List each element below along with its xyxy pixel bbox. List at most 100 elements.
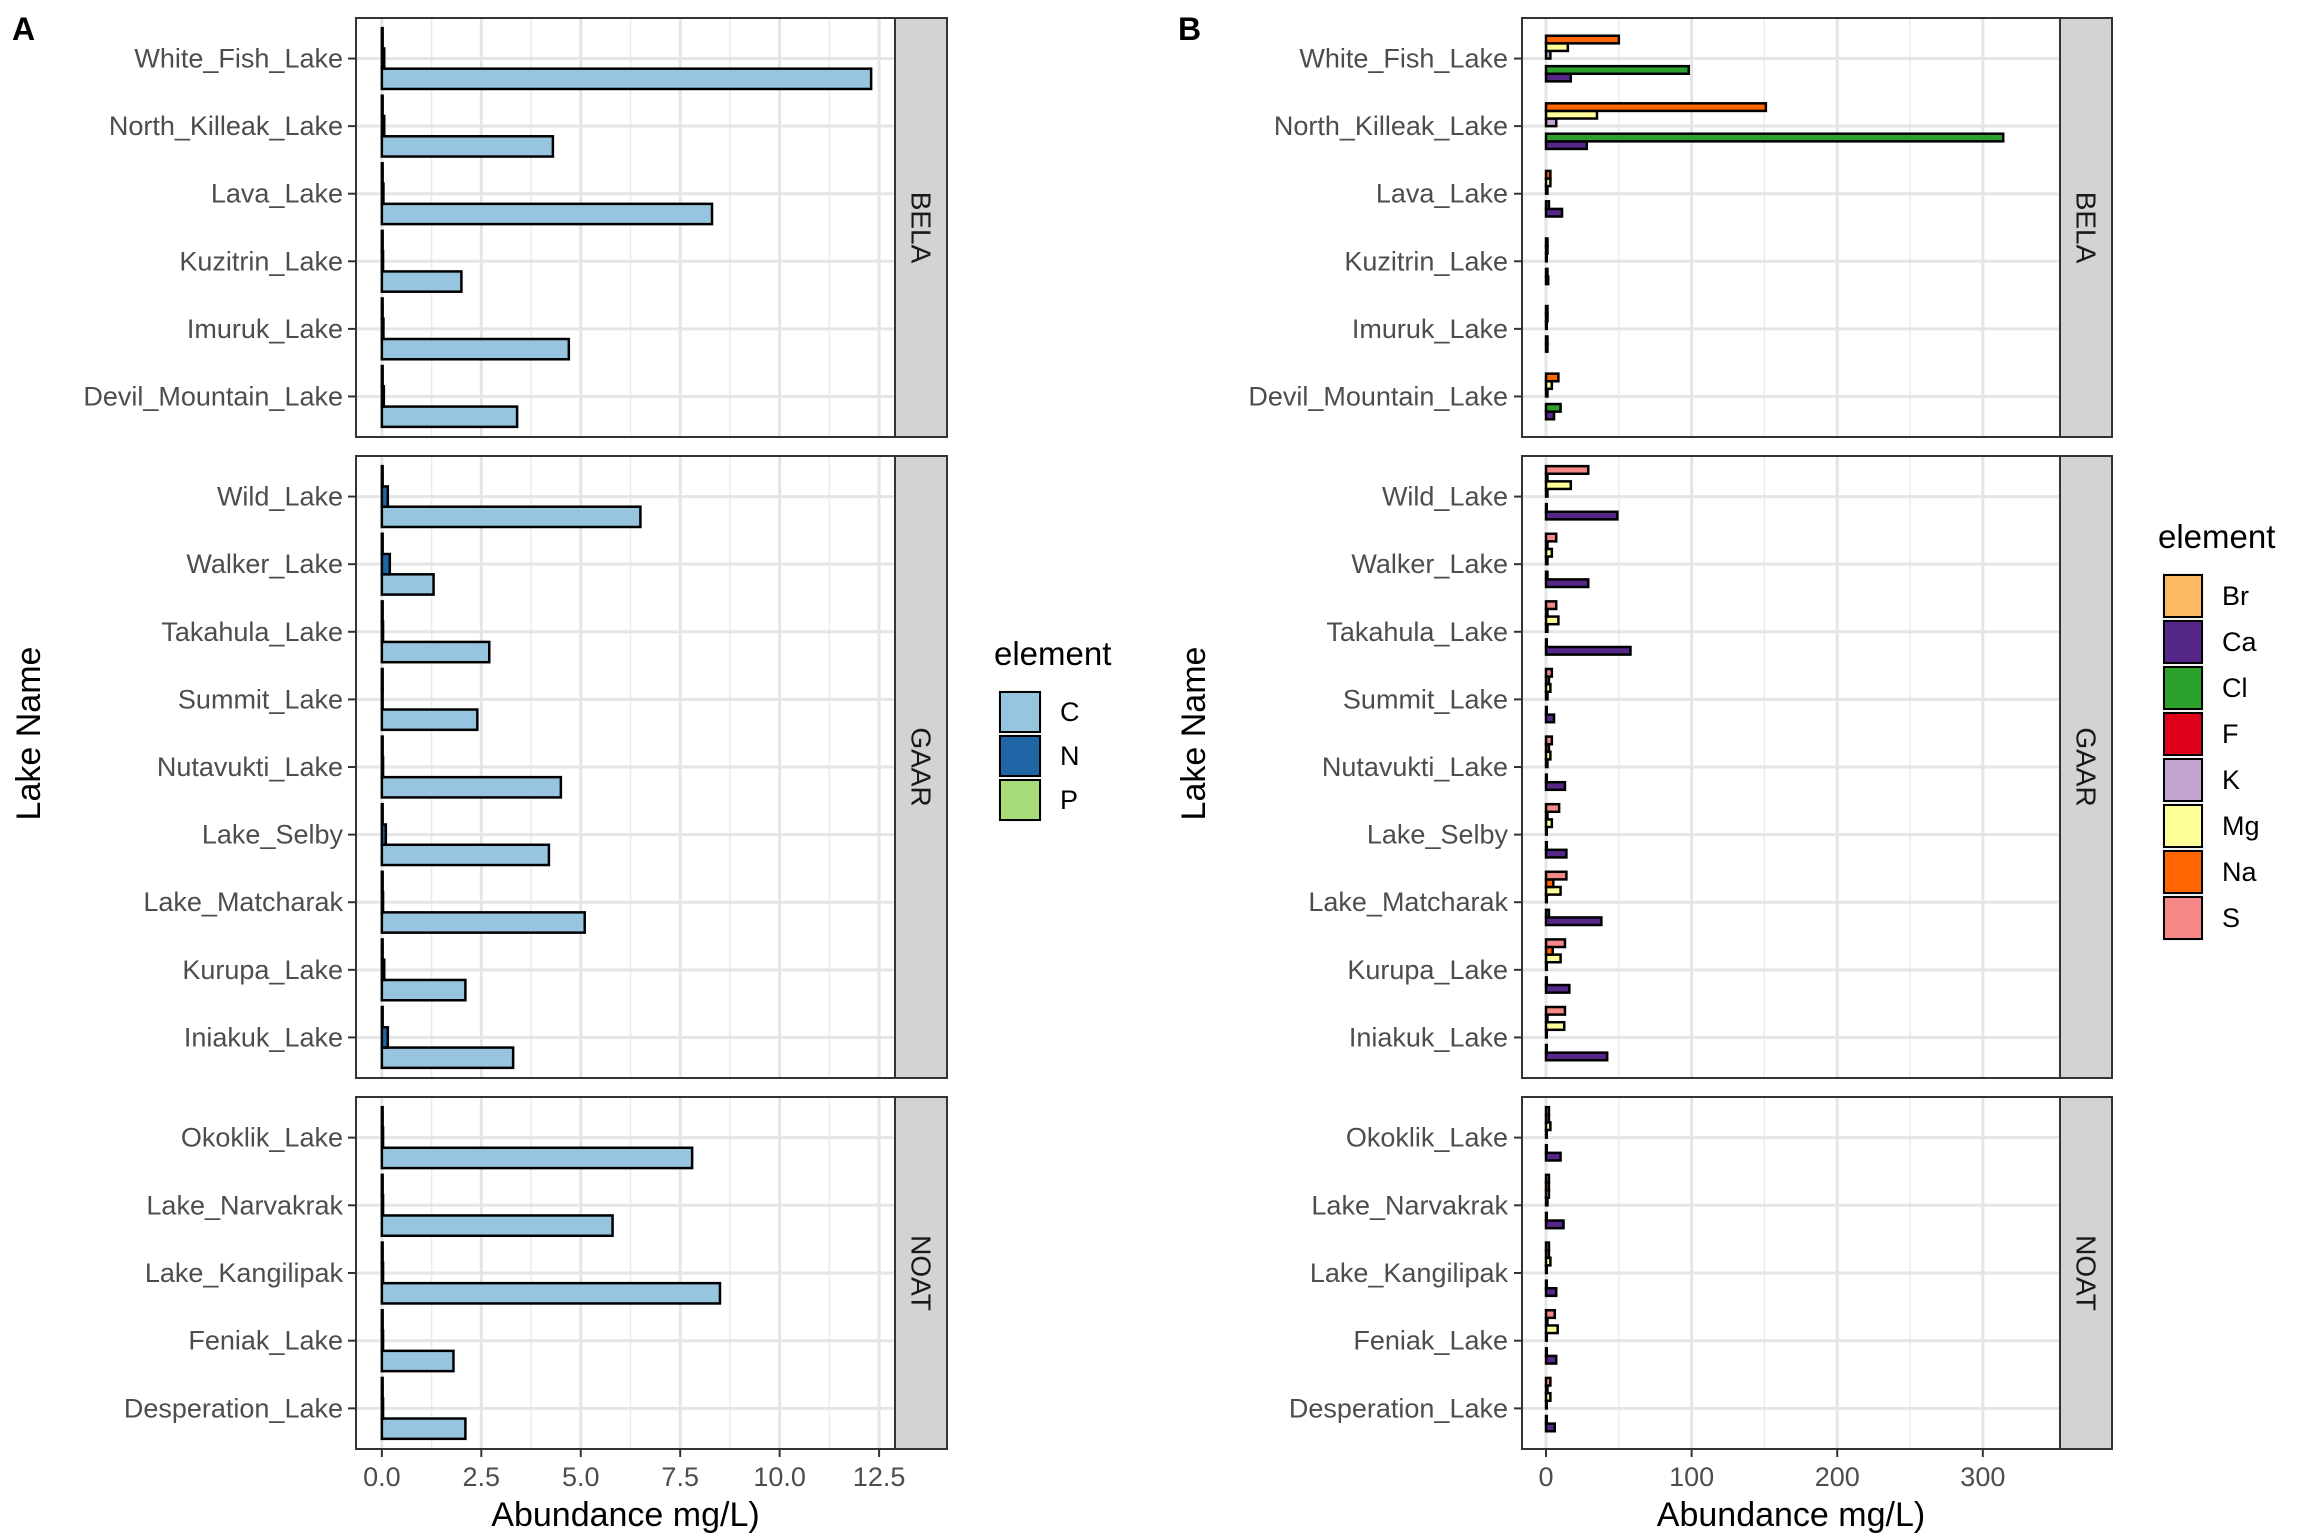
bar-C	[380, 1281, 722, 1305]
y-tick-label: Walker_Lake	[1351, 549, 1508, 579]
x-tick-label: 7.5	[661, 1462, 699, 1492]
bar-Cl	[1544, 976, 1549, 987]
y-tick-label: Imuruk_Lake	[1352, 314, 1508, 344]
legend-swatch-C	[999, 691, 1041, 733]
facet-strip-label: NOAT	[2071, 1235, 2102, 1311]
legend-swatch-S	[2163, 896, 2203, 940]
bar-P	[380, 600, 384, 623]
bar-C	[380, 911, 586, 934]
bar-N	[380, 1126, 385, 1150]
bar-P	[380, 297, 384, 320]
x-tick-label: 100	[1669, 1462, 1714, 1492]
bar-Cl	[1544, 840, 1549, 852]
bar-S	[1544, 1173, 1551, 1184]
legend-title: element	[994, 635, 1111, 672]
bar-S	[1544, 600, 1558, 611]
bar-N	[380, 385, 386, 408]
facet-NOAT: Desperation_Lake Feniak_Lake Lake_Kangilip…	[1289, 1096, 2113, 1450]
bar-S	[1544, 870, 1568, 881]
y-tick-label: Devil_Mountain_Lake	[1248, 381, 1508, 411]
x-axis-title: Abundance mg/L)	[1657, 1496, 1925, 1534]
bar-P	[380, 735, 384, 759]
bar-N	[380, 1193, 385, 1217]
bar-Ca	[1544, 916, 1603, 927]
y-tick-label: Walker_Lake	[186, 549, 343, 579]
bar-N	[380, 249, 385, 273]
bar-P	[380, 1376, 384, 1400]
bar-Mg	[1544, 1020, 1566, 1032]
facet-strip-label: BELA	[2071, 192, 2102, 264]
bar-Cl	[1544, 705, 1549, 716]
y-tick-label: Lake_Matcharak	[143, 887, 343, 917]
legend-swatch-Na	[2163, 850, 2203, 894]
bar-C	[380, 270, 463, 293]
y-axis-title: Lake Name	[10, 647, 48, 821]
bar-Cl	[1544, 502, 1549, 514]
panel-A: A Devil_Mountain_Lake Imuruk_Lake Kuzitrin_…	[10, 11, 1111, 1534]
facet-BELA: Devil_Mountain_Lake Imuruk_Lake Kuzitrin_L…	[83, 17, 948, 438]
x-tick-label: 0	[1539, 1462, 1554, 1492]
legend-label: F	[2222, 719, 2239, 749]
y-tick-label: Lake_Narvakrak	[1311, 1190, 1508, 1220]
bar-N	[380, 1026, 390, 1049]
bar-Ca	[1544, 1151, 1562, 1162]
y-tick-label: Wild_Lake	[217, 482, 343, 512]
legend-label: C	[1060, 697, 1080, 727]
legend-label: K	[2222, 765, 2240, 795]
bar-P	[380, 162, 384, 185]
y-tick-label: Kuzitrin_Lake	[179, 246, 343, 276]
bar-C	[380, 708, 479, 732]
y-tick-label: Desperation_Lake	[1289, 1393, 1508, 1423]
plot-background	[1522, 18, 2060, 437]
bar-P	[380, 667, 384, 691]
bar-C	[380, 505, 642, 529]
bar-C	[380, 337, 571, 361]
y-tick-label: Desperation_Lake	[124, 1393, 343, 1423]
bar-Ca	[1544, 848, 1568, 859]
bar-P	[380, 1241, 384, 1265]
y-tick-label: Feniak_Lake	[188, 1326, 343, 1356]
legend-swatch-P	[999, 779, 1041, 821]
y-tick-label: North_Killeak_Lake	[1274, 111, 1508, 141]
facet-strip-label: BELA	[906, 192, 937, 264]
bar-P	[380, 464, 384, 488]
bar-Cl	[1544, 1143, 1549, 1155]
bar-C	[380, 202, 714, 226]
bar-Ca	[1544, 713, 1556, 724]
bar-P	[380, 870, 384, 894]
bar-C	[380, 978, 467, 1002]
bar-N	[380, 317, 385, 341]
facet-BELA: Devil_Mountain_Lake Imuruk_Lake Kuzitrin_L…	[1248, 17, 2113, 438]
bar-Na	[1544, 34, 1621, 45]
legend-label: Cl	[2222, 673, 2248, 703]
bar-Cl	[1544, 1211, 1549, 1222]
bar-Ca	[1544, 645, 1632, 656]
bar-Cl	[1544, 773, 1549, 784]
bar-P	[380, 938, 384, 961]
x-tick-label: 300	[1960, 1462, 2005, 1492]
bar-Ca	[1544, 1286, 1558, 1298]
bar-C	[380, 405, 519, 429]
bar-N	[380, 620, 385, 644]
y-tick-label: Summit_Lake	[178, 684, 343, 714]
facet-strip-label: NOAT	[906, 1235, 937, 1311]
bar-Mg	[1544, 818, 1554, 829]
bar-Na	[1544, 372, 1560, 383]
y-tick-label: Summit_Lake	[1343, 684, 1508, 714]
y-tick-label: Lava_Lake	[1376, 179, 1508, 209]
y-tick-label: White_Fish_Lake	[134, 44, 343, 74]
y-tick-label: Kurupa_Lake	[182, 955, 343, 985]
bar-P	[380, 532, 384, 556]
bar-S	[1544, 1105, 1551, 1117]
facet-GAAR: Iniakuk_Lake Kurupa_Lake Lake_Matcharak Lak…	[143, 455, 948, 1079]
y-axis-title: Lake Name	[1175, 647, 1213, 821]
bar-Mg	[1544, 547, 1554, 558]
bar-Cl	[1544, 1043, 1549, 1054]
panel-label: A	[12, 11, 35, 47]
bar-Cl	[1544, 200, 1551, 211]
bar-S	[1544, 938, 1567, 949]
facet-strip	[2059, 455, 2113, 1079]
bar-P	[380, 1173, 384, 1197]
y-tick-label: Lake_Selby	[202, 820, 344, 850]
